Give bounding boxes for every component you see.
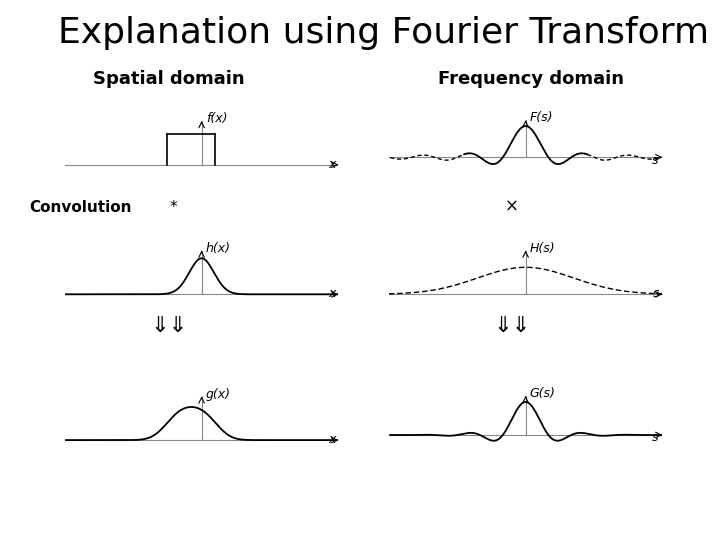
Text: x: x (328, 287, 336, 300)
Text: ⇓⇓: ⇓⇓ (150, 316, 187, 336)
Text: G(s): G(s) (530, 387, 556, 400)
Text: s: s (652, 153, 658, 166)
Text: h(x): h(x) (206, 242, 230, 255)
Text: H(s): H(s) (530, 242, 555, 255)
Text: Spatial domain: Spatial domain (93, 70, 245, 87)
Text: Explanation using Fourier Transform: Explanation using Fourier Transform (58, 16, 708, 50)
Text: F(s): F(s) (530, 111, 553, 124)
Text: s: s (652, 431, 658, 444)
Text: f(x): f(x) (206, 112, 228, 125)
Text: Convolution: Convolution (29, 200, 131, 215)
Text: s: s (653, 287, 660, 300)
Text: ⇓⇓: ⇓⇓ (493, 316, 531, 336)
Text: ×: × (505, 198, 519, 215)
Text: *: * (169, 200, 177, 215)
Text: x: x (328, 158, 336, 171)
Text: Frequency domain: Frequency domain (438, 70, 624, 87)
Text: g(x): g(x) (206, 388, 230, 401)
Text: x: x (328, 433, 336, 446)
